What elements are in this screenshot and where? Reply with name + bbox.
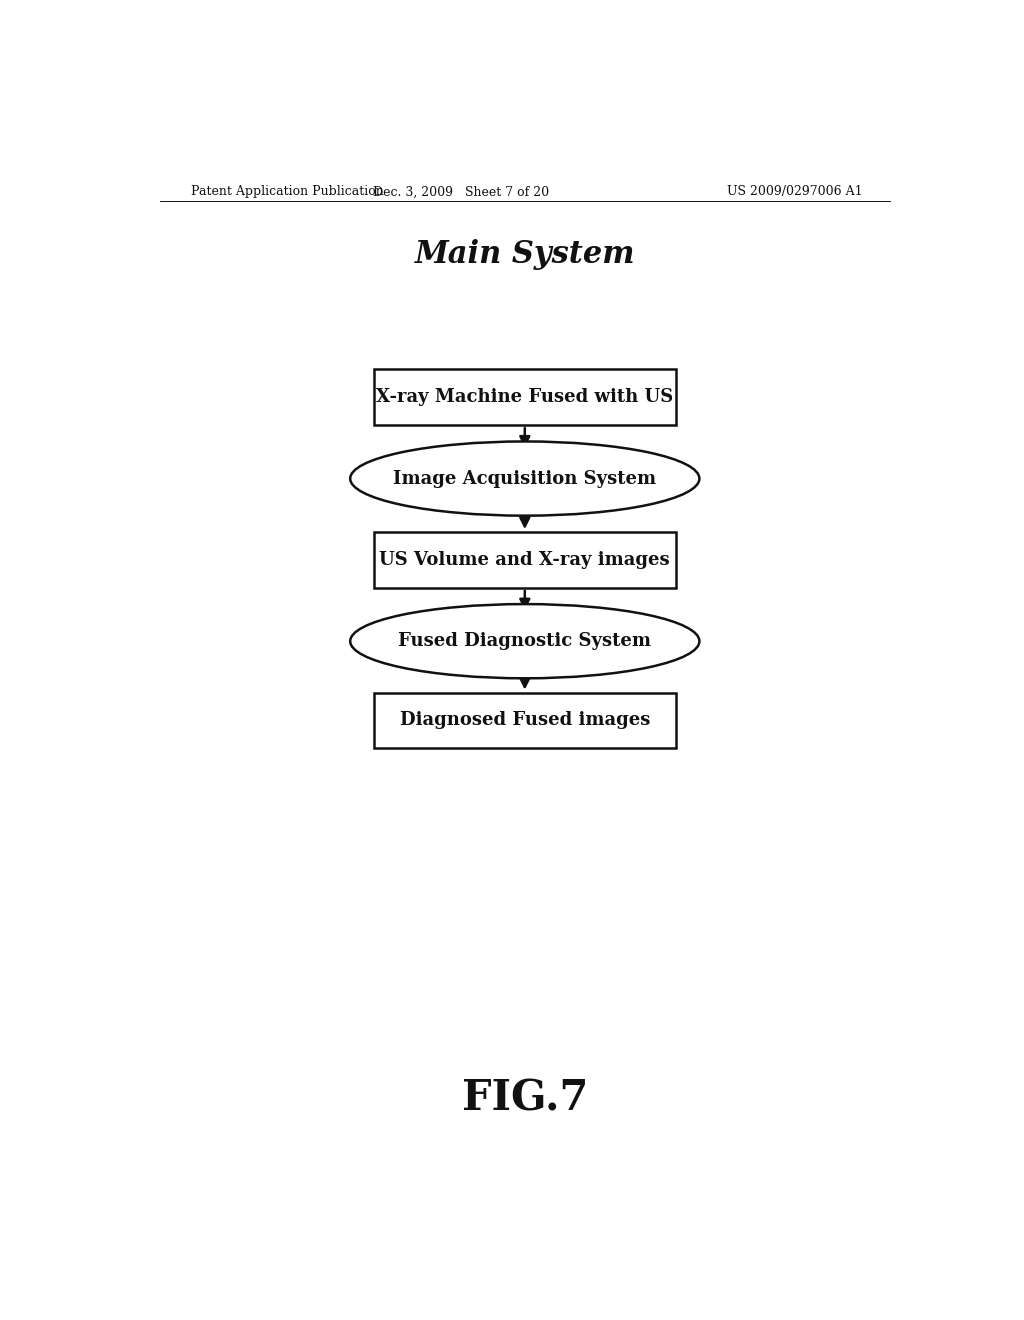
Text: FIG.7: FIG.7 — [462, 1077, 588, 1119]
Ellipse shape — [350, 605, 699, 678]
Text: Fused Diagnostic System: Fused Diagnostic System — [398, 632, 651, 651]
Text: Main System: Main System — [415, 239, 635, 271]
FancyBboxPatch shape — [374, 370, 676, 425]
Text: X-ray Machine Fused with US: X-ray Machine Fused with US — [376, 388, 674, 407]
Text: US 2009/0297006 A1: US 2009/0297006 A1 — [727, 185, 862, 198]
Ellipse shape — [350, 441, 699, 516]
Text: Patent Application Publication: Patent Application Publication — [191, 185, 384, 198]
FancyBboxPatch shape — [374, 532, 676, 587]
Text: Diagnosed Fused images: Diagnosed Fused images — [399, 711, 650, 730]
Text: Image Acquisition System: Image Acquisition System — [393, 470, 656, 487]
FancyBboxPatch shape — [374, 693, 676, 748]
Text: Dec. 3, 2009   Sheet 7 of 20: Dec. 3, 2009 Sheet 7 of 20 — [374, 185, 549, 198]
Text: US Volume and X-ray images: US Volume and X-ray images — [380, 550, 670, 569]
